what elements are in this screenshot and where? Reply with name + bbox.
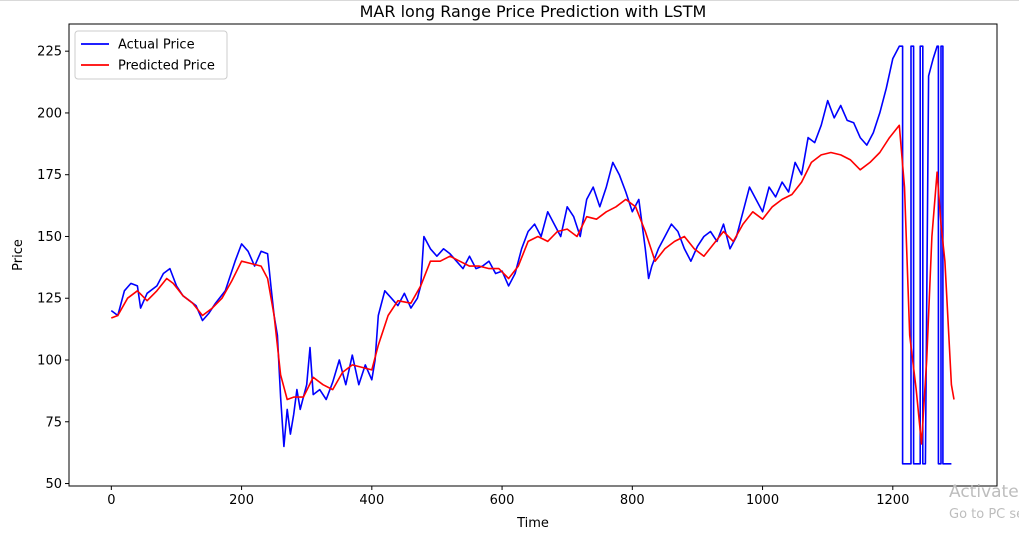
y-tick-label: 175 xyxy=(37,168,62,183)
y-tick-label: 150 xyxy=(37,230,62,245)
y-tick-label: 225 xyxy=(37,45,62,60)
legend-box xyxy=(74,30,228,80)
y-axis-ticks: 50 75 100 125 150 175 200 225 xyxy=(37,45,69,492)
activate-watermark-subtitle: Go to PC se xyxy=(949,507,1019,522)
legend-label-actual-price: Actual Price xyxy=(118,38,195,53)
y-tick-label: 125 xyxy=(37,292,62,307)
x-axis-ticks: 0 200 400 600 800 1000 1200 xyxy=(107,486,909,508)
x-tick-label: 600 xyxy=(490,493,515,508)
series-line-predicted-price xyxy=(111,124,955,445)
x-tick-label: 400 xyxy=(359,493,384,508)
y-tick-label: 50 xyxy=(45,477,62,492)
x-axis-label: Time xyxy=(516,516,549,531)
plot-lines xyxy=(110,45,955,465)
x-tick-label: 800 xyxy=(620,493,645,508)
plot-frame xyxy=(68,23,998,487)
y-tick-label: 200 xyxy=(37,106,62,121)
window-top-edge xyxy=(0,0,1019,1)
y-axis-label: Price xyxy=(11,239,26,271)
y-tick-label: 100 xyxy=(37,354,62,369)
x-tick-label: 0 xyxy=(107,493,115,508)
x-tick-label: 1200 xyxy=(876,493,909,508)
x-tick-label: 200 xyxy=(229,493,254,508)
chart-title: MAR long Range Price Prediction with LST… xyxy=(360,2,707,21)
chart-legend: Actual Price Predicted Price xyxy=(74,30,228,80)
series-line-actual-price xyxy=(110,45,952,465)
x-tick-label: 1000 xyxy=(746,493,779,508)
activate-watermark-title: Activate xyxy=(949,482,1019,502)
legend-label-predicted-price: Predicted Price xyxy=(118,59,215,74)
y-tick-label: 75 xyxy=(45,415,62,430)
